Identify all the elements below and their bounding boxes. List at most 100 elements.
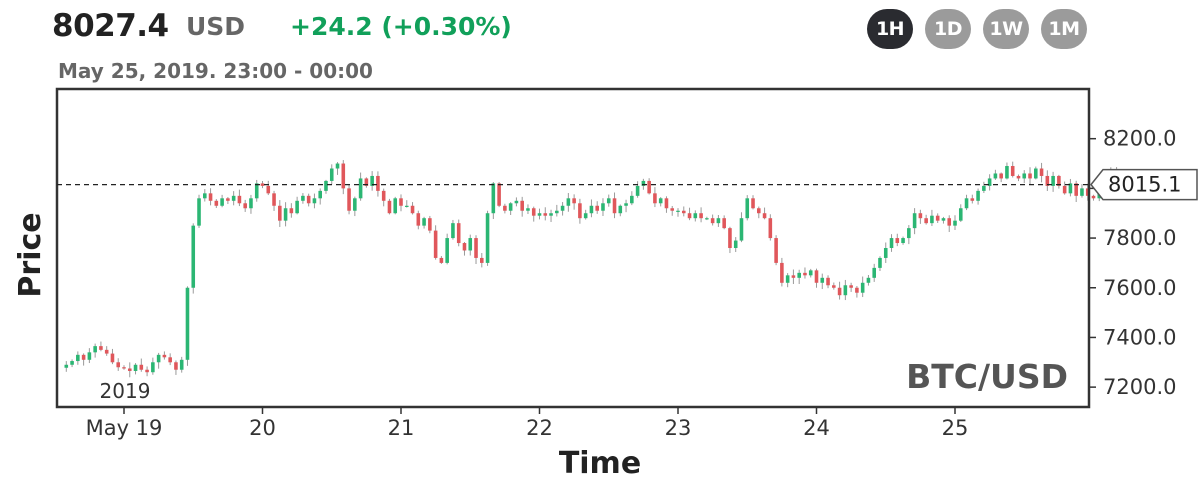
candle-body <box>635 185 640 196</box>
candle-body <box>670 208 675 211</box>
candle-body <box>964 198 969 209</box>
candle-body <box>254 183 259 199</box>
candle-body <box>595 205 599 211</box>
candle-body <box>520 200 524 211</box>
candle-body <box>266 185 271 194</box>
candle-body <box>676 210 680 212</box>
candle-body <box>1045 175 1050 186</box>
candle-body <box>312 198 317 204</box>
candle-body <box>185 287 190 360</box>
candle-body <box>1034 168 1038 179</box>
candle-body <box>658 198 663 204</box>
timeframe-1w-button[interactable]: 1W <box>983 9 1029 49</box>
candle-body <box>445 238 449 263</box>
candle-body <box>705 218 709 220</box>
candle-body <box>716 218 721 224</box>
candle-body <box>970 198 975 201</box>
candle-body <box>930 215 934 224</box>
candle-body <box>710 218 715 224</box>
candle-body <box>601 203 605 211</box>
candle-body <box>208 193 213 201</box>
candle-body <box>451 223 455 239</box>
candle-body <box>1016 175 1021 179</box>
candle-body <box>278 205 282 221</box>
candle-body <box>543 213 548 216</box>
candle-body <box>428 218 432 231</box>
candle-body <box>549 213 553 216</box>
x-axis-title: Time <box>559 446 641 481</box>
candle-body <box>630 195 634 204</box>
timeframe-1d-button[interactable]: 1D <box>925 9 971 49</box>
candle-body <box>924 218 928 224</box>
x-tick-label: 22 <box>526 416 553 440</box>
timeframe-1h-button[interactable]: 1H <box>867 9 913 49</box>
candle-body <box>901 238 905 244</box>
candle-body <box>1057 175 1061 186</box>
price-header: 8027.4 USD +24.2 (+0.30%) May 25, 2019. … <box>0 0 1200 90</box>
candle-body <box>860 282 865 293</box>
candle-body <box>462 243 467 251</box>
candle-body <box>127 368 132 371</box>
candle-body <box>733 240 738 248</box>
x-tick-label: May 19 <box>86 416 163 440</box>
x-tick-label: 21 <box>388 416 415 440</box>
candle-body <box>785 275 790 283</box>
candle-body <box>739 218 744 241</box>
candle-body <box>249 198 253 209</box>
y-tick-label: 8200.0 <box>1103 127 1176 151</box>
candle-body <box>514 200 519 204</box>
timeframe-1m-button[interactable]: 1M <box>1041 9 1087 49</box>
candle-body <box>404 205 409 207</box>
candle-body <box>116 362 121 368</box>
candle-body <box>907 228 911 239</box>
candle-body <box>693 213 698 219</box>
candle-body <box>87 352 92 360</box>
candle-body <box>399 198 403 206</box>
candle-body <box>687 213 692 219</box>
candle-body <box>231 195 236 201</box>
candle-body <box>958 208 963 221</box>
candle-body <box>508 203 513 211</box>
candle-body <box>289 208 294 214</box>
candle-body <box>422 218 426 226</box>
candle-body <box>376 175 380 191</box>
candle-body <box>81 354 86 360</box>
candle-body <box>387 200 392 214</box>
y-tick-label: 7600.0 <box>1103 276 1176 300</box>
candle-body <box>757 208 761 214</box>
candle-body <box>993 173 998 179</box>
candle-body <box>1051 175 1055 186</box>
candle-body <box>93 346 97 353</box>
candle-body <box>1068 183 1073 194</box>
candle-body <box>1091 195 1096 199</box>
candle-body <box>191 225 196 288</box>
candle-body <box>849 285 853 288</box>
candle-body <box>941 218 946 221</box>
candle-body <box>485 213 490 263</box>
candle-body <box>999 173 1003 179</box>
candle-body <box>681 210 686 214</box>
candle-body <box>618 205 623 214</box>
date-range: May 25, 2019. 23:00 - 00:00 <box>58 59 373 83</box>
candle-body <box>226 198 230 201</box>
pair-label: BTC/USD <box>906 357 1068 396</box>
x-tick-label: 24 <box>803 416 830 440</box>
candle-body <box>439 257 444 263</box>
candle-body <box>953 220 957 226</box>
candle-body <box>641 180 646 186</box>
candle-body <box>820 277 825 283</box>
year-label: 2019 <box>100 379 151 403</box>
candle-body <box>1005 166 1009 179</box>
candle-body <box>480 257 484 263</box>
candle-body <box>179 359 184 370</box>
candle-body <box>531 208 536 216</box>
candle-body <box>780 262 784 283</box>
candle-body <box>555 210 559 214</box>
candle-body <box>237 195 242 204</box>
candle-body <box>1028 173 1032 179</box>
candle-body <box>526 208 530 211</box>
candle-body <box>243 203 247 209</box>
candle-body <box>491 183 496 214</box>
x-tick-label: 25 <box>942 416 969 440</box>
